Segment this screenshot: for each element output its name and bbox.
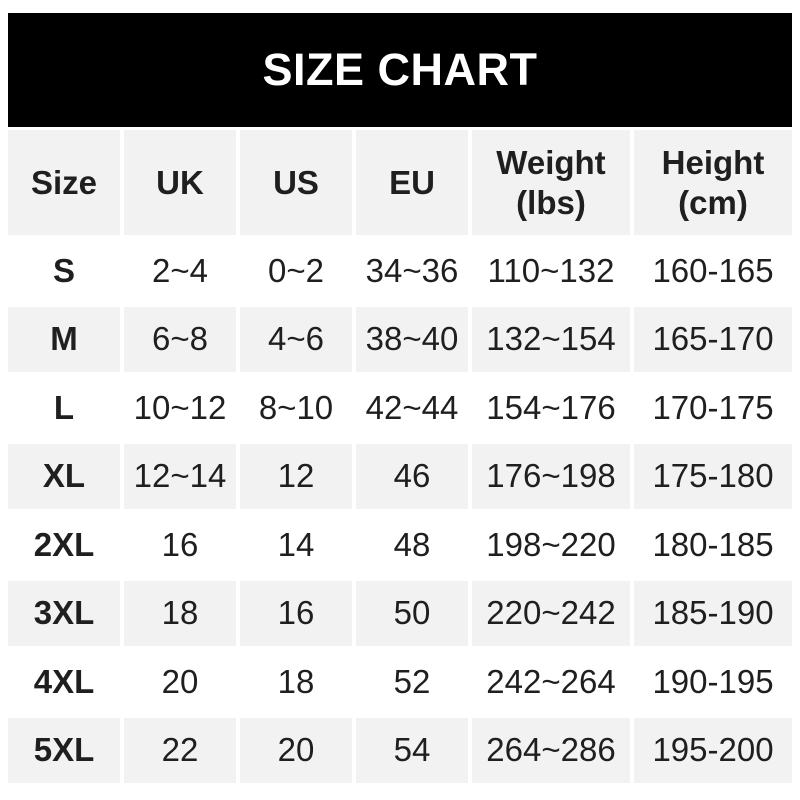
- table-cell: 6~8: [124, 306, 236, 372]
- table-cell: 175-180: [634, 443, 792, 509]
- table-cell: 154~176: [472, 375, 630, 441]
- row-size-label: S: [8, 238, 120, 304]
- table-cell: 132~154: [472, 306, 630, 372]
- column-header-eu: EU: [356, 130, 468, 235]
- table-cell: 20: [240, 717, 352, 783]
- table-cell: 48: [356, 512, 468, 578]
- table-cell: 42~44: [356, 375, 468, 441]
- column-header-height: Height (cm): [634, 130, 792, 235]
- table-cell: 50: [356, 580, 468, 646]
- row-size-label: 5XL: [8, 717, 120, 783]
- column-header-us: US: [240, 130, 352, 235]
- table-cell: 195-200: [634, 717, 792, 783]
- column-header-size: Size: [8, 130, 120, 235]
- table-cell: 185-190: [634, 580, 792, 646]
- table-cell: 18: [240, 649, 352, 715]
- size-table: Size UK US EU Weight (lbs) Height (cm) S…: [8, 130, 792, 783]
- table-cell: 190-195: [634, 649, 792, 715]
- table-cell: 14: [240, 512, 352, 578]
- table-cell: 110~132: [472, 238, 630, 304]
- title-bar: SIZE CHART: [8, 13, 792, 127]
- row-size-label: 2XL: [8, 512, 120, 578]
- table-cell: 16: [240, 580, 352, 646]
- table-cell: 12: [240, 443, 352, 509]
- table-cell: 170-175: [634, 375, 792, 441]
- table-cell: 242~264: [472, 649, 630, 715]
- table-cell: 0~2: [240, 238, 352, 304]
- table-cell: 20: [124, 649, 236, 715]
- column-header-weight: Weight (lbs): [472, 130, 630, 235]
- table-cell: 160-165: [634, 238, 792, 304]
- table-cell: 198~220: [472, 512, 630, 578]
- row-size-label: 4XL: [8, 649, 120, 715]
- table-cell: 38~40: [356, 306, 468, 372]
- table-cell: 18: [124, 580, 236, 646]
- row-size-label: M: [8, 306, 120, 372]
- row-size-label: 3XL: [8, 580, 120, 646]
- table-cell: 52: [356, 649, 468, 715]
- table-cell: 54: [356, 717, 468, 783]
- table-cell: 46: [356, 443, 468, 509]
- table-cell: 220~242: [472, 580, 630, 646]
- table-cell: 180-185: [634, 512, 792, 578]
- table-cell: 10~12: [124, 375, 236, 441]
- table-cell: 12~14: [124, 443, 236, 509]
- row-size-label: L: [8, 375, 120, 441]
- table-cell: 2~4: [124, 238, 236, 304]
- table-cell: 34~36: [356, 238, 468, 304]
- row-size-label: XL: [8, 443, 120, 509]
- column-header-uk: UK: [124, 130, 236, 235]
- table-cell: 264~286: [472, 717, 630, 783]
- table-cell: 176~198: [472, 443, 630, 509]
- page-title: SIZE CHART: [262, 44, 538, 95]
- table-cell: 22: [124, 717, 236, 783]
- table-cell: 16: [124, 512, 236, 578]
- table-cell: 4~6: [240, 306, 352, 372]
- table-cell: 8~10: [240, 375, 352, 441]
- table-cell: 165-170: [634, 306, 792, 372]
